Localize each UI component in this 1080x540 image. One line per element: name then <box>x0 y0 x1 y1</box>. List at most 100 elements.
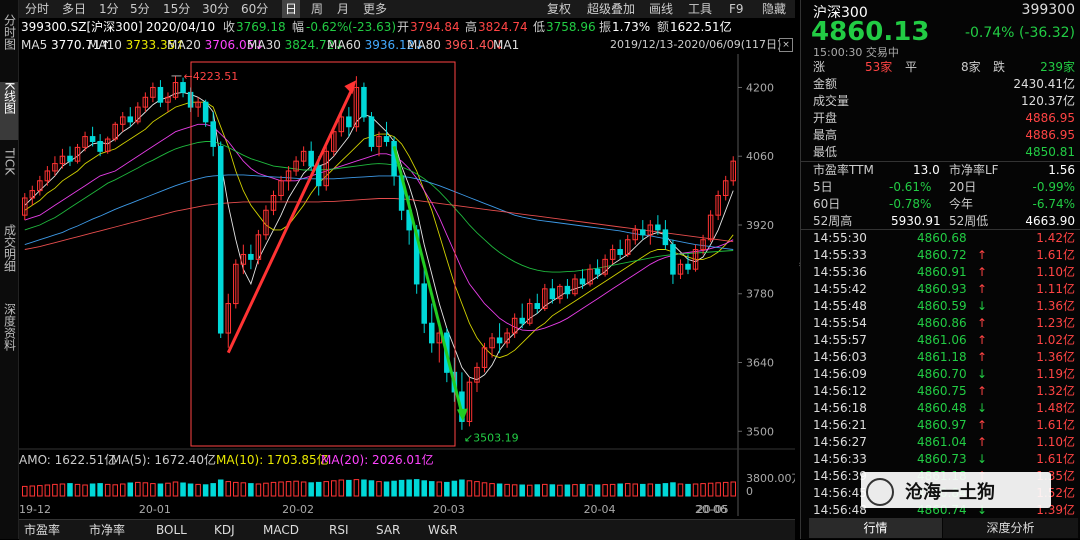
quote-row-label: 开盘 <box>813 111 838 125</box>
left-vertical-tabs: 分时图 K线图 TICK 成交明细 深度资料 <box>0 0 19 539</box>
tab-rsi[interactable]: RSI <box>329 523 349 537</box>
tab-pb[interactable]: 市净率 <box>89 523 126 537</box>
volume-bar <box>655 483 661 497</box>
ma-legend-ma20: MA20 3706.05↓ <box>167 36 264 54</box>
tick-price: 4861.06 <box>917 333 967 347</box>
volume-bar <box>323 481 330 497</box>
tab-sar[interactable]: SAR <box>376 523 401 537</box>
price-tick-label: 3640 <box>746 357 774 370</box>
tick-price: 4860.75 <box>917 384 967 398</box>
period-day[interactable]: 日 <box>282 0 301 18</box>
amo-legend-item: MA(10): 1703.85亿 <box>216 453 329 467</box>
downtrend-arrowhead <box>456 408 468 422</box>
w52-high-label: 52周高 <box>813 214 853 228</box>
period-30min[interactable]: 30分 <box>202 2 230 16</box>
candle-body <box>112 123 118 140</box>
hide-button[interactable]: 隐藏 <box>762 2 787 16</box>
vtab-trade-detail-label: 成交明细 <box>2 224 17 272</box>
period-5min[interactable]: 5分 <box>130 2 150 16</box>
highlight-box <box>190 61 456 447</box>
candle-body <box>270 195 277 211</box>
tab-boll[interactable]: BOLL <box>156 523 187 537</box>
tick-price: 4860.73 <box>917 452 967 466</box>
volume-bar <box>413 479 420 497</box>
volume-bar <box>225 481 232 497</box>
volume-bar <box>346 479 352 497</box>
vtab-timeshare[interactable]: 分时图 <box>0 14 18 54</box>
period-week[interactable]: 周 <box>311 2 324 16</box>
period-multiday[interactable]: 多日 <box>62 2 87 16</box>
downtrend-arrow <box>392 146 464 414</box>
tick-time: 14:56:03 <box>813 350 867 364</box>
tab-wr[interactable]: W&R <box>428 523 458 537</box>
volume-bar <box>391 480 397 497</box>
date-label: 20-01 <box>139 503 171 516</box>
tick-time: 14:56:12 <box>813 384 867 398</box>
candle-body <box>421 283 427 324</box>
vtab-kline[interactable]: K线图 <box>0 82 18 140</box>
tick-price: 4860.70 <box>917 367 967 381</box>
candle-body <box>534 303 541 309</box>
volume-bar <box>444 481 450 497</box>
w52-low-value: 4663.90 <box>1025 214 1075 228</box>
close-icon[interactable]: × <box>779 38 793 52</box>
period-more[interactable]: 更多 <box>363 2 388 16</box>
volume-bar <box>135 481 141 497</box>
candle-body <box>210 121 216 147</box>
amo-legend-item: AMO: 1622.51亿 <box>19 453 117 467</box>
low-annotation: ↙3503.19 <box>464 432 519 445</box>
tick-time: 14:55:30 <box>813 231 867 245</box>
candle-body <box>496 337 503 344</box>
volume-bar <box>474 481 480 497</box>
vtab-depth-info[interactable]: 深度资料 <box>0 303 18 355</box>
overlay-button[interactable]: 超级叠加 <box>587 2 636 16</box>
volume-bar <box>662 483 669 497</box>
f9-button[interactable]: F9 <box>729 2 744 16</box>
period-15min[interactable]: 15分 <box>163 2 191 16</box>
date-range: 2019/12/13-2020/06/09(117日) <box>610 38 782 51</box>
volume-bar <box>195 483 201 497</box>
period-60min[interactable]: 60分 <box>241 2 269 16</box>
volume-bar <box>481 482 488 497</box>
ma-legend-value: 3824.72↓ <box>284 38 345 52</box>
tick-price: 4860.72 <box>917 248 967 262</box>
volume-bar <box>300 481 307 497</box>
tab-depth-analysis[interactable]: 深度分析 <box>943 518 1078 538</box>
kline-chart[interactable]: 4200 4060 3920 3780 3640 3500 ←4223.51 ↙3503.1… <box>19 54 795 519</box>
arrow-down-icon: ↓ <box>977 401 988 415</box>
period-timeshare[interactable]: 分时 <box>25 2 50 16</box>
draw-line-button[interactable]: 画线 <box>649 2 674 16</box>
pb-value: 1.56 <box>1048 163 1075 177</box>
quote-row: 最高 4886.95 <box>813 127 1075 144</box>
period-1min[interactable]: 1分 <box>99 2 119 16</box>
date-label: 20-04 <box>584 503 616 516</box>
tools-button[interactable]: 工具 <box>688 2 713 16</box>
volume-bar <box>451 480 458 497</box>
volume-bar <box>542 483 548 497</box>
tick-price: 4860.86 <box>917 316 967 330</box>
tab-macd[interactable]: MACD <box>263 523 299 537</box>
volume-bar <box>44 484 51 497</box>
tab-pe[interactable]: 市盈率 <box>24 523 61 537</box>
volume-bar <box>172 481 179 497</box>
vtab-tick[interactable]: TICK <box>0 148 18 179</box>
candle-body <box>647 224 654 236</box>
ma-legend-label: MA60 <box>327 38 365 52</box>
arrow-down-icon: ↓ <box>977 367 988 381</box>
volume-bar <box>594 484 601 497</box>
volume-bar <box>685 483 691 497</box>
tab-quote[interactable]: 行情 <box>809 518 942 538</box>
vtab-trade-detail[interactable]: 成交明细 <box>0 224 18 276</box>
symbol-code: 399300.SZ[沪深300] <box>21 20 143 34</box>
candle-body <box>255 234 262 260</box>
tab-kdj[interactable]: KDJ <box>214 523 235 537</box>
candle-body <box>609 249 616 260</box>
candle-body <box>707 214 714 241</box>
tick-row: 14:56:09 4860.70 ↓ 1.19亿 <box>813 366 1075 383</box>
volume-bar <box>670 482 676 497</box>
tick-row: 14:56:12 4860.75 ↑ 1.32亿 <box>813 383 1075 400</box>
period-month[interactable]: 月 <box>337 2 350 16</box>
arrow-up-icon: ↑ <box>977 350 988 364</box>
adjust-button[interactable]: 复权 <box>547 2 572 16</box>
volume-bar <box>383 481 390 497</box>
